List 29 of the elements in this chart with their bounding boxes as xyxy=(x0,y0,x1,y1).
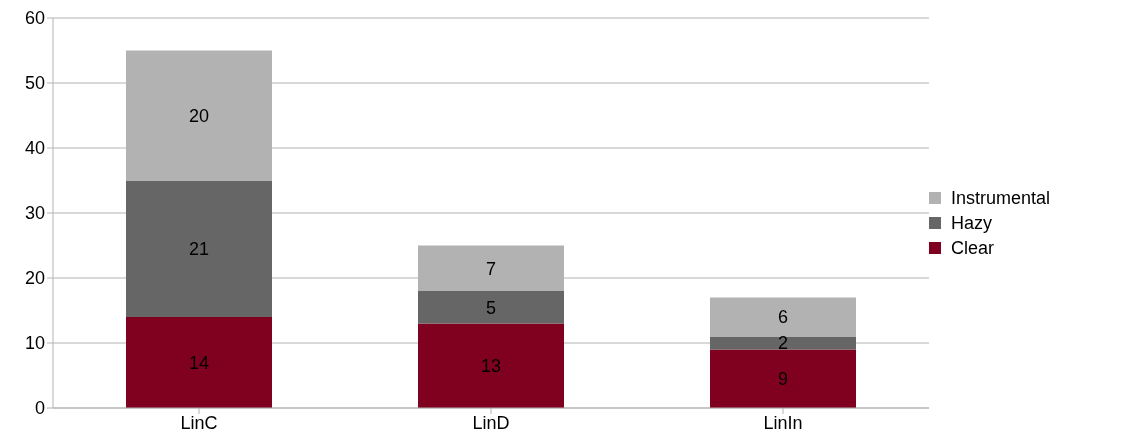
data-label: 2 xyxy=(777,333,789,354)
x-tick-label: LinC xyxy=(180,412,218,433)
bar xyxy=(126,317,272,408)
bar xyxy=(710,349,856,408)
data-label: 9 xyxy=(777,369,789,390)
y-tick-label: 50 xyxy=(24,73,45,94)
bar xyxy=(418,291,564,324)
data-label: 21 xyxy=(188,239,210,260)
data-label: 13 xyxy=(480,356,502,377)
data-label: 5 xyxy=(485,297,497,318)
y-tick-label: 30 xyxy=(24,203,45,224)
data-label: 7 xyxy=(485,258,497,279)
bar xyxy=(710,297,856,337)
y-tick-label: 0 xyxy=(34,398,45,419)
bar xyxy=(418,323,564,408)
bar xyxy=(710,336,856,350)
data-label: 14 xyxy=(188,352,210,373)
legend-label: Instrumental xyxy=(951,187,1051,209)
data-label: 6 xyxy=(777,307,789,328)
data-label: 20 xyxy=(188,105,210,126)
x-tick-label: LinD xyxy=(472,412,510,433)
y-tick-label: 60 xyxy=(24,8,45,29)
legend-label: Clear xyxy=(951,237,995,259)
y-tick-label: 40 xyxy=(24,138,45,159)
x-tick-label: LinIn xyxy=(763,412,803,433)
legend-label: Hazy xyxy=(951,212,993,234)
y-tick-label: 20 xyxy=(24,268,45,289)
y-tick-label: 10 xyxy=(24,333,45,354)
bar xyxy=(126,180,272,317)
